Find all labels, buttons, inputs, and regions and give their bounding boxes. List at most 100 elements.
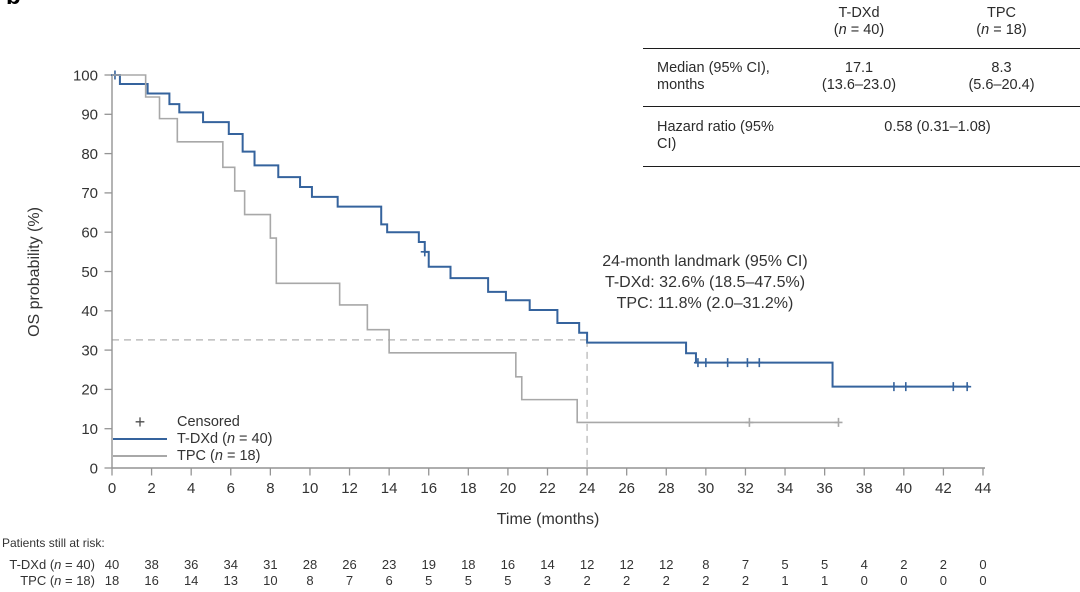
risk-value: 14 (540, 557, 555, 572)
median-row-label: Median (95% CI), months (657, 60, 770, 93)
chart-legend: + Censored T-DXd (n = 40) TPC (n = 18) (112, 413, 273, 465)
x-tick-label: 2 (147, 480, 155, 497)
stats-header-empty (643, 5, 795, 39)
landmark-title: 24-month landmark (95% CI) (602, 253, 808, 270)
risk-value: 38 (144, 557, 159, 572)
risk-value: 36 (183, 557, 199, 572)
x-tick-label: 4 (187, 480, 195, 497)
risk-value: 7 (345, 572, 354, 588)
landmark-tpc-value: TPC: 11.8% (2.0–31.2%) (616, 295, 794, 312)
x-tick-label: 18 (460, 480, 477, 497)
risk-value: 4 (860, 557, 868, 572)
risk-value: 18 (461, 557, 476, 572)
risk-value: 10 (263, 572, 278, 588)
x-tick-label: 42 (935, 480, 952, 497)
risk-value: 12 (659, 557, 674, 572)
risk-value: 5 (464, 572, 472, 588)
x-tick-label: 32 (737, 480, 754, 497)
risk-value: 2 (623, 572, 631, 588)
risk-value: 2 (702, 572, 710, 588)
x-tick-label: 8 (266, 480, 274, 497)
patients-at-risk-title: Patients still at risk: (2, 536, 105, 550)
legend-tdxd-label: T-DXd (n = 40) (177, 431, 273, 448)
legend-tpc-label: TPC (n = 18) (177, 448, 261, 465)
y-tick-label: 0 (90, 460, 98, 477)
risk-value: 0 (860, 572, 868, 588)
stats-header-tdxd: T-DXd (n = 40) (833, 5, 885, 38)
x-axis-label: Time (months) (496, 511, 600, 528)
risk-value: 0 (939, 572, 948, 588)
censor-mark (701, 358, 710, 368)
y-tick-label: 50 (81, 264, 98, 281)
summary-stats-table: T-DXd (n = 40) TPC (n = 18) Median (95% … (643, 2, 1080, 167)
x-tick-label: 20 (500, 480, 517, 497)
stats-median-row: Median (95% CI), months 17.1 (13.6–23.0)… (643, 49, 1080, 107)
risk-value: 7 (741, 557, 750, 572)
risk-value: 2 (741, 572, 750, 588)
y-tick-label: 30 (81, 342, 98, 359)
x-tick-label: 30 (698, 480, 715, 497)
risk-value: 12 (579, 557, 595, 572)
censor-mark (901, 382, 910, 392)
censor-mark (949, 382, 958, 392)
x-tick-label: 34 (777, 480, 794, 497)
x-tick-label: 44 (975, 480, 992, 497)
censor-mark (693, 358, 702, 368)
y-tick-label: 10 (81, 421, 98, 438)
risk-value: 14 (183, 572, 199, 588)
risk-value: 2 (662, 572, 670, 588)
risk-value: 26 (342, 557, 357, 572)
panel-label: b (6, 0, 21, 11)
y-tick-label: 70 (81, 185, 98, 202)
risk-value: 18 (104, 572, 120, 588)
risk-value: 23 (381, 557, 397, 572)
y-tick-label: 80 (81, 146, 98, 163)
risk-value: 2 (900, 557, 908, 572)
y-tick-label: 20 (81, 382, 98, 399)
risk-value: 40 (104, 557, 120, 572)
x-tick-label: 40 (895, 480, 912, 497)
tpc-survival-curve (112, 74, 839, 424)
x-tick-label: 0 (108, 480, 116, 497)
risk-value: 0 (979, 557, 987, 572)
y-axis-label: OS probability (%) (26, 207, 43, 337)
risk-value: 1 (781, 572, 789, 588)
x-tick-label: 24 (579, 480, 596, 497)
legend-item-tpc: TPC (n = 18) (112, 448, 273, 465)
censor-mark (834, 417, 843, 427)
risk-value: 3 (543, 572, 552, 588)
censor-mark (963, 382, 972, 392)
risk-value: 1 (821, 572, 829, 588)
risk-value: 12 (619, 557, 634, 572)
censored-plus-icon: + (134, 411, 146, 432)
risk-row-label: T-DXd (n = 40) (9, 557, 95, 572)
median-tdxd-value: 17.1 (13.6–23.0) (821, 60, 897, 93)
risk-value: 8 (702, 557, 710, 572)
hazard-row-label: Hazard ratio (95% CI) (657, 119, 774, 152)
censor-mark (743, 358, 752, 368)
risk-value: 6 (385, 572, 393, 588)
x-tick-label: 14 (381, 480, 398, 497)
x-tick-label: 12 (341, 480, 358, 497)
risk-value: 5 (821, 557, 829, 572)
censor-mark (889, 382, 898, 392)
x-tick-label: 10 (302, 480, 319, 497)
censor-mark (420, 247, 429, 257)
tpc-line-swatch (113, 455, 167, 458)
y-tick-label: 40 (81, 303, 98, 320)
censor-mark (723, 358, 732, 368)
censor-mark (755, 358, 764, 368)
risk-value: 0 (979, 572, 987, 588)
y-tick-label: 90 (81, 107, 98, 124)
risk-value: 5 (504, 572, 512, 588)
landmark-tdxd-value: T-DXd: 32.6% (18.5–47.5%) (604, 274, 806, 291)
x-tick-label: 38 (856, 480, 873, 497)
y-tick-label: 60 (81, 225, 98, 242)
risk-value: 5 (781, 557, 789, 572)
risk-value: 16 (500, 557, 516, 572)
risk-value: 16 (144, 572, 159, 588)
tdxd-line-swatch (113, 438, 167, 441)
x-tick-label: 22 (539, 480, 556, 497)
legend-censored-label: Censored (177, 413, 240, 430)
